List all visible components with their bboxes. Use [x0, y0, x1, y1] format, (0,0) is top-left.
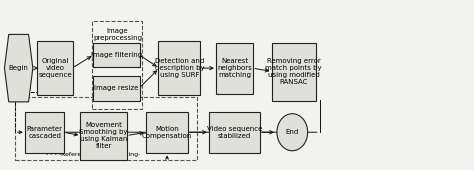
- FancyBboxPatch shape: [80, 112, 127, 159]
- Text: Parameter
cascaded: Parameter cascaded: [27, 126, 63, 139]
- FancyBboxPatch shape: [25, 112, 64, 153]
- Text: - - - -Reference Frame setting-: - - - -Reference Frame setting-: [46, 152, 140, 157]
- Text: Detection and
description by
using SURF: Detection and description by using SURF: [155, 58, 204, 78]
- Text: Motion
Compensation: Motion Compensation: [142, 126, 192, 139]
- Text: Image
preprocessing: Image preprocessing: [93, 28, 142, 41]
- FancyBboxPatch shape: [216, 42, 253, 94]
- Bar: [92, 21, 143, 109]
- Ellipse shape: [277, 114, 308, 151]
- FancyBboxPatch shape: [37, 41, 73, 95]
- FancyBboxPatch shape: [93, 42, 140, 67]
- Text: Movement
Smoothing by
using Kalman
filter: Movement Smoothing by using Kalman filte…: [80, 122, 128, 149]
- Text: Removing error
match points by
using modified
RANSAC: Removing error match points by using mod…: [265, 58, 322, 85]
- FancyBboxPatch shape: [146, 112, 188, 153]
- Text: Original
video
sequence: Original video sequence: [38, 58, 72, 78]
- FancyBboxPatch shape: [158, 41, 201, 95]
- FancyBboxPatch shape: [272, 42, 316, 100]
- Text: Image filtering: Image filtering: [91, 52, 142, 58]
- Polygon shape: [4, 34, 33, 102]
- Bar: [15, 97, 197, 160]
- FancyBboxPatch shape: [209, 112, 260, 153]
- Text: Begin: Begin: [9, 65, 28, 71]
- Text: Image resize: Image resize: [94, 85, 139, 91]
- FancyBboxPatch shape: [93, 76, 140, 100]
- Text: Video sequence
stabilized: Video sequence stabilized: [207, 126, 262, 139]
- Text: End: End: [286, 129, 299, 135]
- Text: Nearest
neighbors
matching: Nearest neighbors matching: [217, 58, 252, 78]
